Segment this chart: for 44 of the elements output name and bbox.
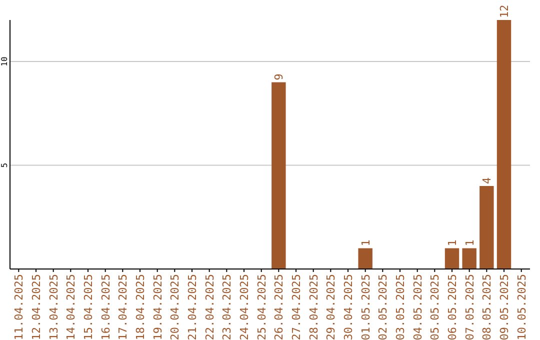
bar: [480, 186, 494, 269]
x-tick-label: 15.04.2025: [82, 274, 95, 340]
bar: [496, 20, 512, 269]
x-tick-label: 04.05.2025: [411, 274, 424, 340]
bar: [444, 248, 460, 269]
x-tick-label: 08.05.2025: [480, 274, 494, 340]
x-tick-label: 26.04.2025: [272, 274, 286, 340]
bar: [272, 82, 286, 269]
x-tick-label: 22.04.2025: [203, 274, 216, 340]
data-label: 9: [272, 74, 286, 80]
x-tick-label: 05.05.2025: [428, 274, 442, 340]
x-tick-label: 27.04.2025: [290, 274, 303, 340]
x-tick-label: 11.04.2025: [12, 274, 26, 340]
x-tick-label: 12.04.2025: [30, 274, 43, 340]
bar: [358, 248, 372, 269]
x-tick-label: 13.04.2025: [47, 274, 60, 340]
data-label: 1: [359, 240, 372, 246]
x-tick-label: 29.04.2025: [324, 274, 338, 340]
x-tick-label: 17.04.2025: [116, 274, 130, 340]
x-tick-label: 28.04.2025: [307, 274, 320, 340]
data-label: 1: [463, 240, 476, 246]
x-tick-label: 16.04.2025: [99, 274, 112, 340]
bar: [462, 248, 476, 269]
data-label: 4: [480, 177, 494, 184]
x-tick-label: 24.04.2025: [238, 274, 251, 340]
x-tick-label: 06.05.2025: [446, 274, 459, 340]
x-tick-label: 19.04.2025: [151, 274, 164, 340]
x-tick-label: 20.04.2025: [168, 274, 182, 340]
data-label: 12: [498, 4, 511, 18]
x-tick-label: 07.05.2025: [463, 274, 476, 340]
x-tick-label: 30.04.2025: [342, 274, 355, 340]
x-tick-label: 03.05.2025: [394, 274, 407, 340]
x-tick-label: 01.05.2025: [359, 274, 372, 340]
x-tick-label: 14.04.2025: [64, 274, 78, 340]
x-tick-label: 25.04.2025: [255, 274, 268, 340]
data-label: 1: [446, 240, 459, 246]
x-tick-label: 21.04.2025: [186, 274, 199, 340]
x-tick-label: 02.05.2025: [376, 274, 390, 340]
y-tick-label: 10: [0, 56, 9, 66]
x-tick-label: 09.05.2025: [498, 274, 511, 340]
y-tick-label: 5: [0, 162, 9, 168]
x-tick-label: 10.05.2025: [515, 274, 528, 340]
x-tick-label: 23.04.2025: [220, 274, 234, 340]
x-tick-label: 18.04.2025: [134, 274, 147, 340]
